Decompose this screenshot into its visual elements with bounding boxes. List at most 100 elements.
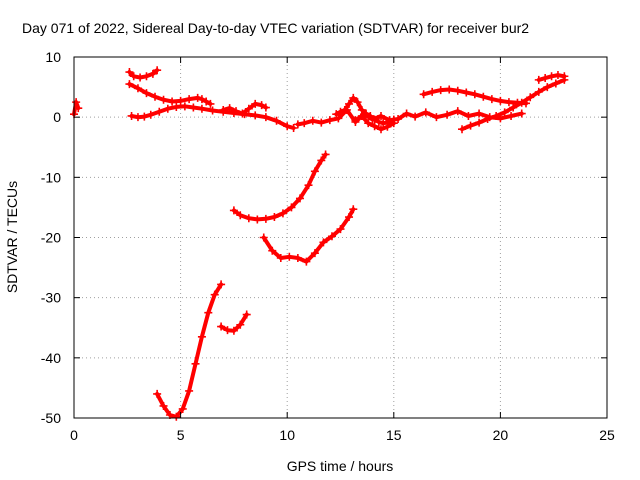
data-point [142,89,151,98]
data-point [268,246,277,255]
series-arc-b [125,66,162,82]
data-point [353,98,362,107]
data-point [362,109,371,118]
data-point [168,97,177,106]
data-point [319,238,328,247]
data-point [332,110,341,119]
data-marks [70,66,569,421]
y-tick-label: -40 [41,350,61,366]
data-point [289,123,298,132]
data-point [206,99,215,108]
data-point [560,72,569,81]
data-point [304,181,313,190]
data-point [308,116,317,125]
series-arc-g [332,93,398,128]
data-point [293,120,302,129]
data-point [321,150,330,159]
y-axis-label: SDTVAR / TECUs [4,181,20,293]
x-tick-label: 0 [70,427,78,443]
data-point [345,99,354,108]
x-tick-label: 10 [279,427,295,443]
data-point [349,93,358,102]
y-tick-label: -20 [41,230,61,246]
data-point [261,214,270,223]
data-point [236,320,245,329]
data-point [189,103,198,112]
chart-title: Day 071 of 2022, Sidereal Day-to-day VTE… [22,20,529,36]
data-point [125,68,134,77]
data-point [244,104,253,113]
data-point [133,84,142,93]
data-point [204,308,213,317]
data-point [193,93,202,102]
data-point [127,111,136,120]
data-point [553,71,562,80]
y-tick-label: -50 [41,410,61,426]
data-point [551,79,560,88]
axis-ticks: 0 5 10 15 20 25 -50 -40 -30 -20 -10 0 10 [41,49,615,443]
data-point [534,75,543,84]
data-point [146,110,155,119]
data-point [475,118,484,127]
data-point [261,113,270,122]
data-point [370,122,379,131]
data-point [283,122,292,131]
data-point [466,121,475,130]
data-point [432,113,441,122]
data-point [345,213,354,222]
data-point [317,156,326,165]
data-point [509,103,518,112]
data-point [251,111,260,120]
data-point [191,359,200,368]
data-point [238,109,247,118]
y-tick-label: -30 [41,290,61,306]
data-point [443,110,452,119]
data-point [136,73,145,82]
data-point [445,85,454,94]
data-point [217,322,226,331]
data-point [421,108,430,117]
data-point [419,90,428,99]
data-point [276,253,285,262]
data-point [287,203,296,212]
data-point [180,102,189,111]
y-tick-label: 0 [53,109,61,125]
data-point [225,104,234,113]
series-trace [261,207,356,264]
data-point [340,105,349,114]
data-point [295,194,304,203]
data-point [366,111,375,120]
data-point [334,114,343,123]
series-arc-k [534,71,569,84]
data-point [140,112,149,121]
data-point [197,332,206,341]
series-arc-h [351,111,398,134]
data-point [302,257,311,266]
data-point [547,72,556,81]
series-arc-i [419,85,530,108]
y-tick-label: -10 [41,169,61,185]
data-point [470,90,479,99]
data-point [428,87,437,96]
x-tick-label: 15 [386,427,402,443]
data-point [229,206,238,215]
data-point [357,111,366,120]
data-point [487,95,496,104]
data-point [453,107,462,116]
data-point [327,232,336,241]
data-point [259,233,268,242]
data-point [325,116,334,125]
data-point [310,249,319,258]
data-point [270,213,279,222]
data-point [148,69,157,78]
data-point [219,105,228,114]
data-point [178,404,187,413]
data-point [159,95,168,104]
data-point [125,80,134,89]
series-arc-e [219,99,270,118]
data-point [541,74,550,83]
data-point [462,88,471,97]
data-point [464,111,473,120]
data-point [517,109,526,118]
